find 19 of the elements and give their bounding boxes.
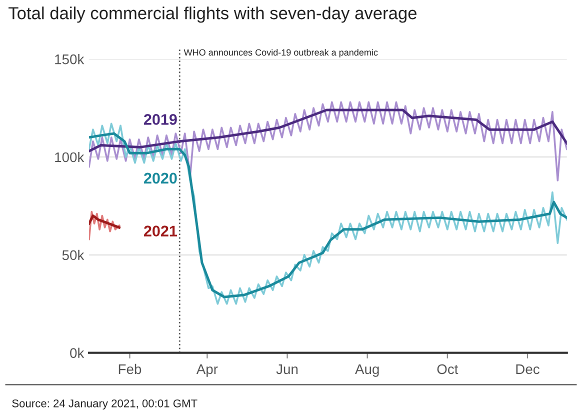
y-tick-label: 0k (70, 348, 84, 358)
chart-title: Total daily commercial flights with seven-day average (8, 6, 416, 23)
x-tick-label: Jun (276, 364, 298, 374)
x-tick-label: Dec (516, 364, 540, 374)
y-tick-label: 150k (55, 54, 84, 64)
x-tick-label: Feb (118, 364, 142, 374)
source-note: Source: 24 January 2021, 00:01 GMT (12, 399, 198, 410)
line-series (89, 108, 567, 152)
series-label: 2021 (144, 226, 178, 236)
line-series (89, 214, 120, 229)
x-tick-label: Apr (196, 364, 218, 377)
y-tick-label: 100k (55, 152, 84, 162)
ref-line-label: WHO announces Covid-19 outbreak a pandemic (184, 48, 378, 58)
series-label: 2020 (144, 172, 177, 184)
series-label: 2019 (144, 114, 177, 125)
x-tick-label: Aug (355, 364, 379, 377)
y-tick-label: 50k (62, 250, 84, 260)
line-series (89, 210, 120, 240)
x-tick-label: Oct (437, 364, 458, 374)
